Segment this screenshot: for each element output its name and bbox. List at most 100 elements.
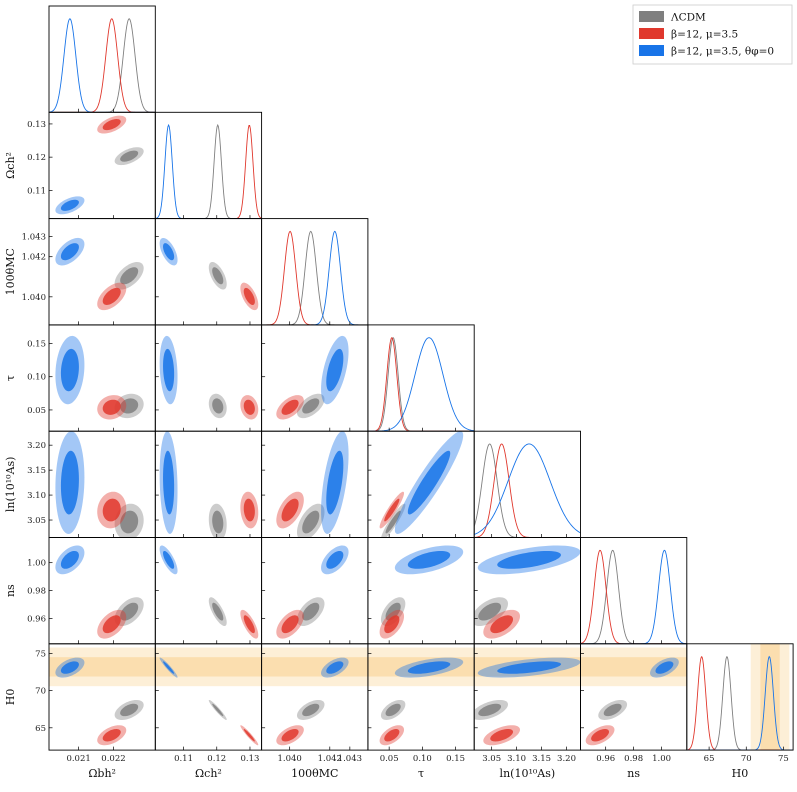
contour-las-H0-series-1-level-1 xyxy=(490,729,514,742)
ylabel-omc: Ωch² xyxy=(4,152,17,179)
contour-omc-ns-series-2-level-1 xyxy=(163,550,175,569)
xlabel-omb: Ωbh² xyxy=(88,767,116,780)
ylabel-tau: τ xyxy=(4,375,17,381)
ytick-label-theta: 1.040 xyxy=(22,293,46,303)
marginal-curve-omc-series-1 xyxy=(155,124,262,219)
contour-omb-tau-series-1-level-1 xyxy=(102,399,121,415)
marginal-curve-H0-series-0 xyxy=(686,656,794,751)
xtick-label-tau: 0.10 xyxy=(413,754,432,764)
panel-ns-ns xyxy=(580,549,687,644)
marginal-curve-theta-series-0 xyxy=(261,230,368,325)
panel-omc-las xyxy=(159,431,259,538)
marginal-curve-H0-series-2 xyxy=(686,655,794,751)
ylabel-H0: H0 xyxy=(4,689,17,706)
panel-theta-tau xyxy=(276,335,349,420)
xtick-label-las: 3.05 xyxy=(482,754,501,764)
ytick-label-theta: 1.042 xyxy=(22,253,46,263)
contour-omb-las-series-0-level-1 xyxy=(120,510,139,534)
contour-omc-las-series-0-level-1 xyxy=(212,510,224,534)
marginal-curve-theta-series-1 xyxy=(261,230,368,325)
contour-tau-H0-series-1-level-1 xyxy=(384,729,400,742)
panel-omb-H0 xyxy=(55,657,144,746)
xlabel-theta: 100θMC xyxy=(291,767,338,780)
contour-omb-tau-series-2-level-1 xyxy=(60,348,79,392)
contour-theta-las-series-0-level-1 xyxy=(302,510,320,534)
contour-las-ns-series-2-level-1 xyxy=(497,550,561,569)
panel-las-ns xyxy=(474,545,581,639)
h0-band-2sigma xyxy=(261,647,368,687)
panel-theta-las xyxy=(276,431,349,538)
h0-band-2sigma xyxy=(750,643,790,751)
ytick-label-omc: 0.11 xyxy=(27,186,46,196)
marginal-curve-omb-series-1 xyxy=(49,18,156,113)
marginal-curve-omb-series-2 xyxy=(49,18,156,113)
h0-band-1sigma xyxy=(155,657,262,677)
ytick-label-H0: 70 xyxy=(35,687,46,697)
xtick-label-las: 3.20 xyxy=(557,754,576,764)
contour-omc-H0-series-2-level-1 xyxy=(163,661,175,674)
ylabel-theta: 100θMC xyxy=(4,248,17,295)
marginal-curve-ns-series-1 xyxy=(580,549,687,644)
contour-theta-H0-series-0-level-1 xyxy=(302,703,320,717)
ytick-label-las: 3.10 xyxy=(27,491,46,501)
contour-omc-tau-series-1-level-1 xyxy=(243,399,255,415)
panel-omc-theta xyxy=(159,237,259,311)
ytick-label-las: 3.15 xyxy=(27,466,46,476)
contour-theta-H0-series-1-level-1 xyxy=(281,729,299,742)
ytick-label-H0: 65 xyxy=(35,724,46,734)
xlabel-ns: ns xyxy=(627,767,640,780)
ytick-label-tau: 0.10 xyxy=(27,373,46,383)
xlabel-H0: H0 xyxy=(732,767,749,780)
contour-omb-ns-series-1-level-1 xyxy=(102,615,121,634)
legend-label-beta-mu-theta: β=12, μ=3.5, θφ=0 xyxy=(671,46,774,58)
h0-band-2sigma xyxy=(155,647,262,687)
contour-omb-omc-series-0-level-1 xyxy=(120,150,139,162)
panel-omb-omb xyxy=(49,18,156,113)
contour-theta-tau-series-1-level-1 xyxy=(281,399,299,415)
panel-omb-ns xyxy=(55,545,144,639)
legend-label-beta-mu: β=12, μ=3.5 xyxy=(671,29,738,41)
panel-las-H0 xyxy=(474,657,581,746)
xtick-label-theta: 1.042 xyxy=(318,754,342,764)
contour-las-ns-series-1-level-1 xyxy=(490,615,514,634)
panel-omc-theta-frame xyxy=(154,218,263,326)
marginal-curve-tau-series-0 xyxy=(367,336,475,432)
xtick-label-omb: 0.022 xyxy=(101,754,125,764)
ytick-label-omc: 0.12 xyxy=(27,153,46,163)
panel-tau-tau xyxy=(367,336,475,432)
marginal-curve-las-series-0 xyxy=(474,443,581,538)
contour-omb-theta-series-0-level-1 xyxy=(120,267,139,285)
contour-ns-H0-series-1-level-1 xyxy=(591,729,610,742)
contour-omc-tau-series-2-level-1 xyxy=(163,348,175,392)
xtick-label-omc: 0.13 xyxy=(241,754,260,764)
contour-ns-H0-series-2-level-1 xyxy=(655,661,674,674)
contour-omb-las-series-2-level-1 xyxy=(60,450,79,515)
contour-theta-ns-series-0-level-1 xyxy=(302,602,320,621)
h0-band-1sigma xyxy=(261,657,368,677)
xtick-label-omc: 0.11 xyxy=(174,754,193,764)
panel-tau-las xyxy=(379,431,464,538)
contour-theta-tau-series-2-level-1 xyxy=(326,348,344,392)
ytick-label-omc: 0.13 xyxy=(27,120,46,130)
panel-theta-H0 xyxy=(276,657,349,746)
panel-theta-ns xyxy=(276,545,349,639)
contour-omb-H0-series-2-level-1 xyxy=(60,661,79,674)
legend: ΛCDM β=12, μ=3.5 β=12, μ=3.5, θφ=0 xyxy=(632,4,793,65)
marginal-curve-omc-series-0 xyxy=(155,123,262,219)
contour-omc-tau-series-0-level-1 xyxy=(212,398,224,414)
contour-omb-tau-series-0-level-1 xyxy=(120,398,139,414)
contour-tau-ns-series-2-level-1 xyxy=(407,550,451,569)
panel-theta-theta xyxy=(261,230,368,325)
panel-omb-theta xyxy=(55,237,144,311)
marginal-curve-las-series-2 xyxy=(474,443,581,535)
ylabel-ns: ns xyxy=(4,584,17,597)
contour-theta-ns-series-2-level-1 xyxy=(326,550,344,569)
panel-tau-ns xyxy=(379,545,464,639)
contour-omb-omc-series-2-level-1 xyxy=(60,199,79,211)
contour-omc-ns-series-1-level-1 xyxy=(243,615,255,634)
marginal-curve-tau-series-2 xyxy=(367,337,475,432)
contour-omc-theta-series-0-level-1 xyxy=(212,267,224,285)
contour-omc-theta-series-2-level-1 xyxy=(163,243,175,261)
ytick-label-tau: 0.15 xyxy=(27,340,46,350)
